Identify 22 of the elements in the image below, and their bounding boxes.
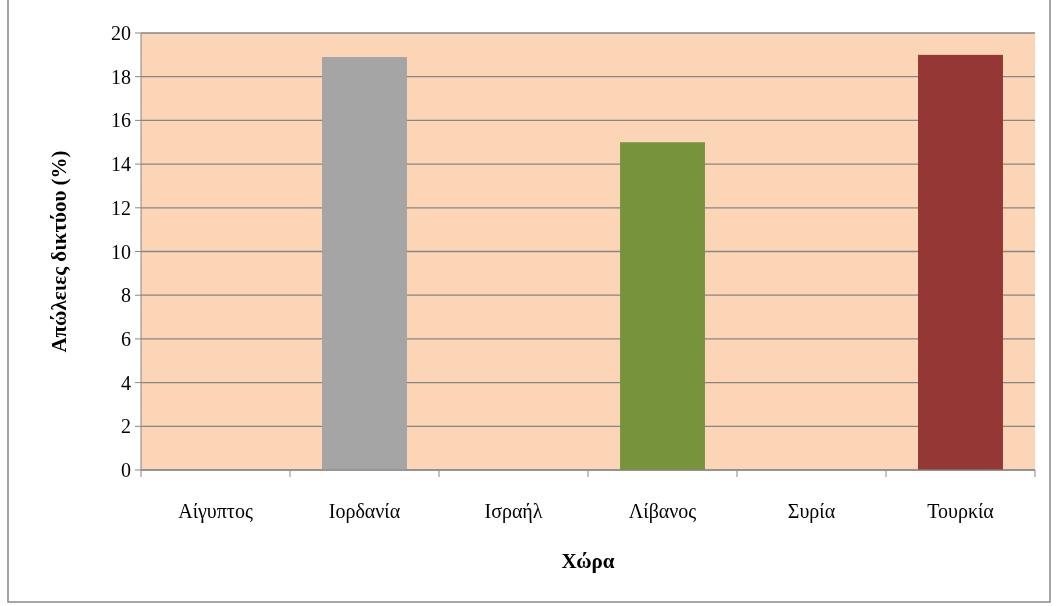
y-tick-label: 4	[121, 371, 131, 394]
bar	[620, 142, 705, 470]
y-tick-label: 18	[111, 65, 131, 88]
y-tick-label: 12	[111, 196, 131, 219]
x-tick-label: Λίβανος	[628, 500, 697, 523]
y-tick-label: 0	[121, 459, 131, 481]
y-axis-title: Απώλειες δικτύου (%)	[47, 150, 71, 353]
y-tick-label: 14	[111, 153, 131, 176]
y-tick-label: 6	[121, 327, 131, 350]
y-tick-label: 8	[121, 284, 131, 307]
x-tick-label: Αίγυπτος	[178, 500, 253, 523]
bar	[918, 54, 1003, 470]
x-tick-label: Συρία	[787, 500, 836, 523]
x-tick-label: Ισραήλ	[484, 500, 543, 523]
y-tick-label: 2	[121, 415, 131, 438]
x-axis-title: Χώρα	[561, 549, 615, 573]
x-tick-label: Ιορδανία	[328, 500, 401, 523]
y-tick-label: 16	[111, 109, 131, 132]
x-tick-label: Τουρκία	[927, 500, 995, 523]
y-tick-label: 10	[111, 240, 131, 263]
bar	[322, 57, 407, 470]
y-tick-label: 20	[111, 22, 131, 44]
